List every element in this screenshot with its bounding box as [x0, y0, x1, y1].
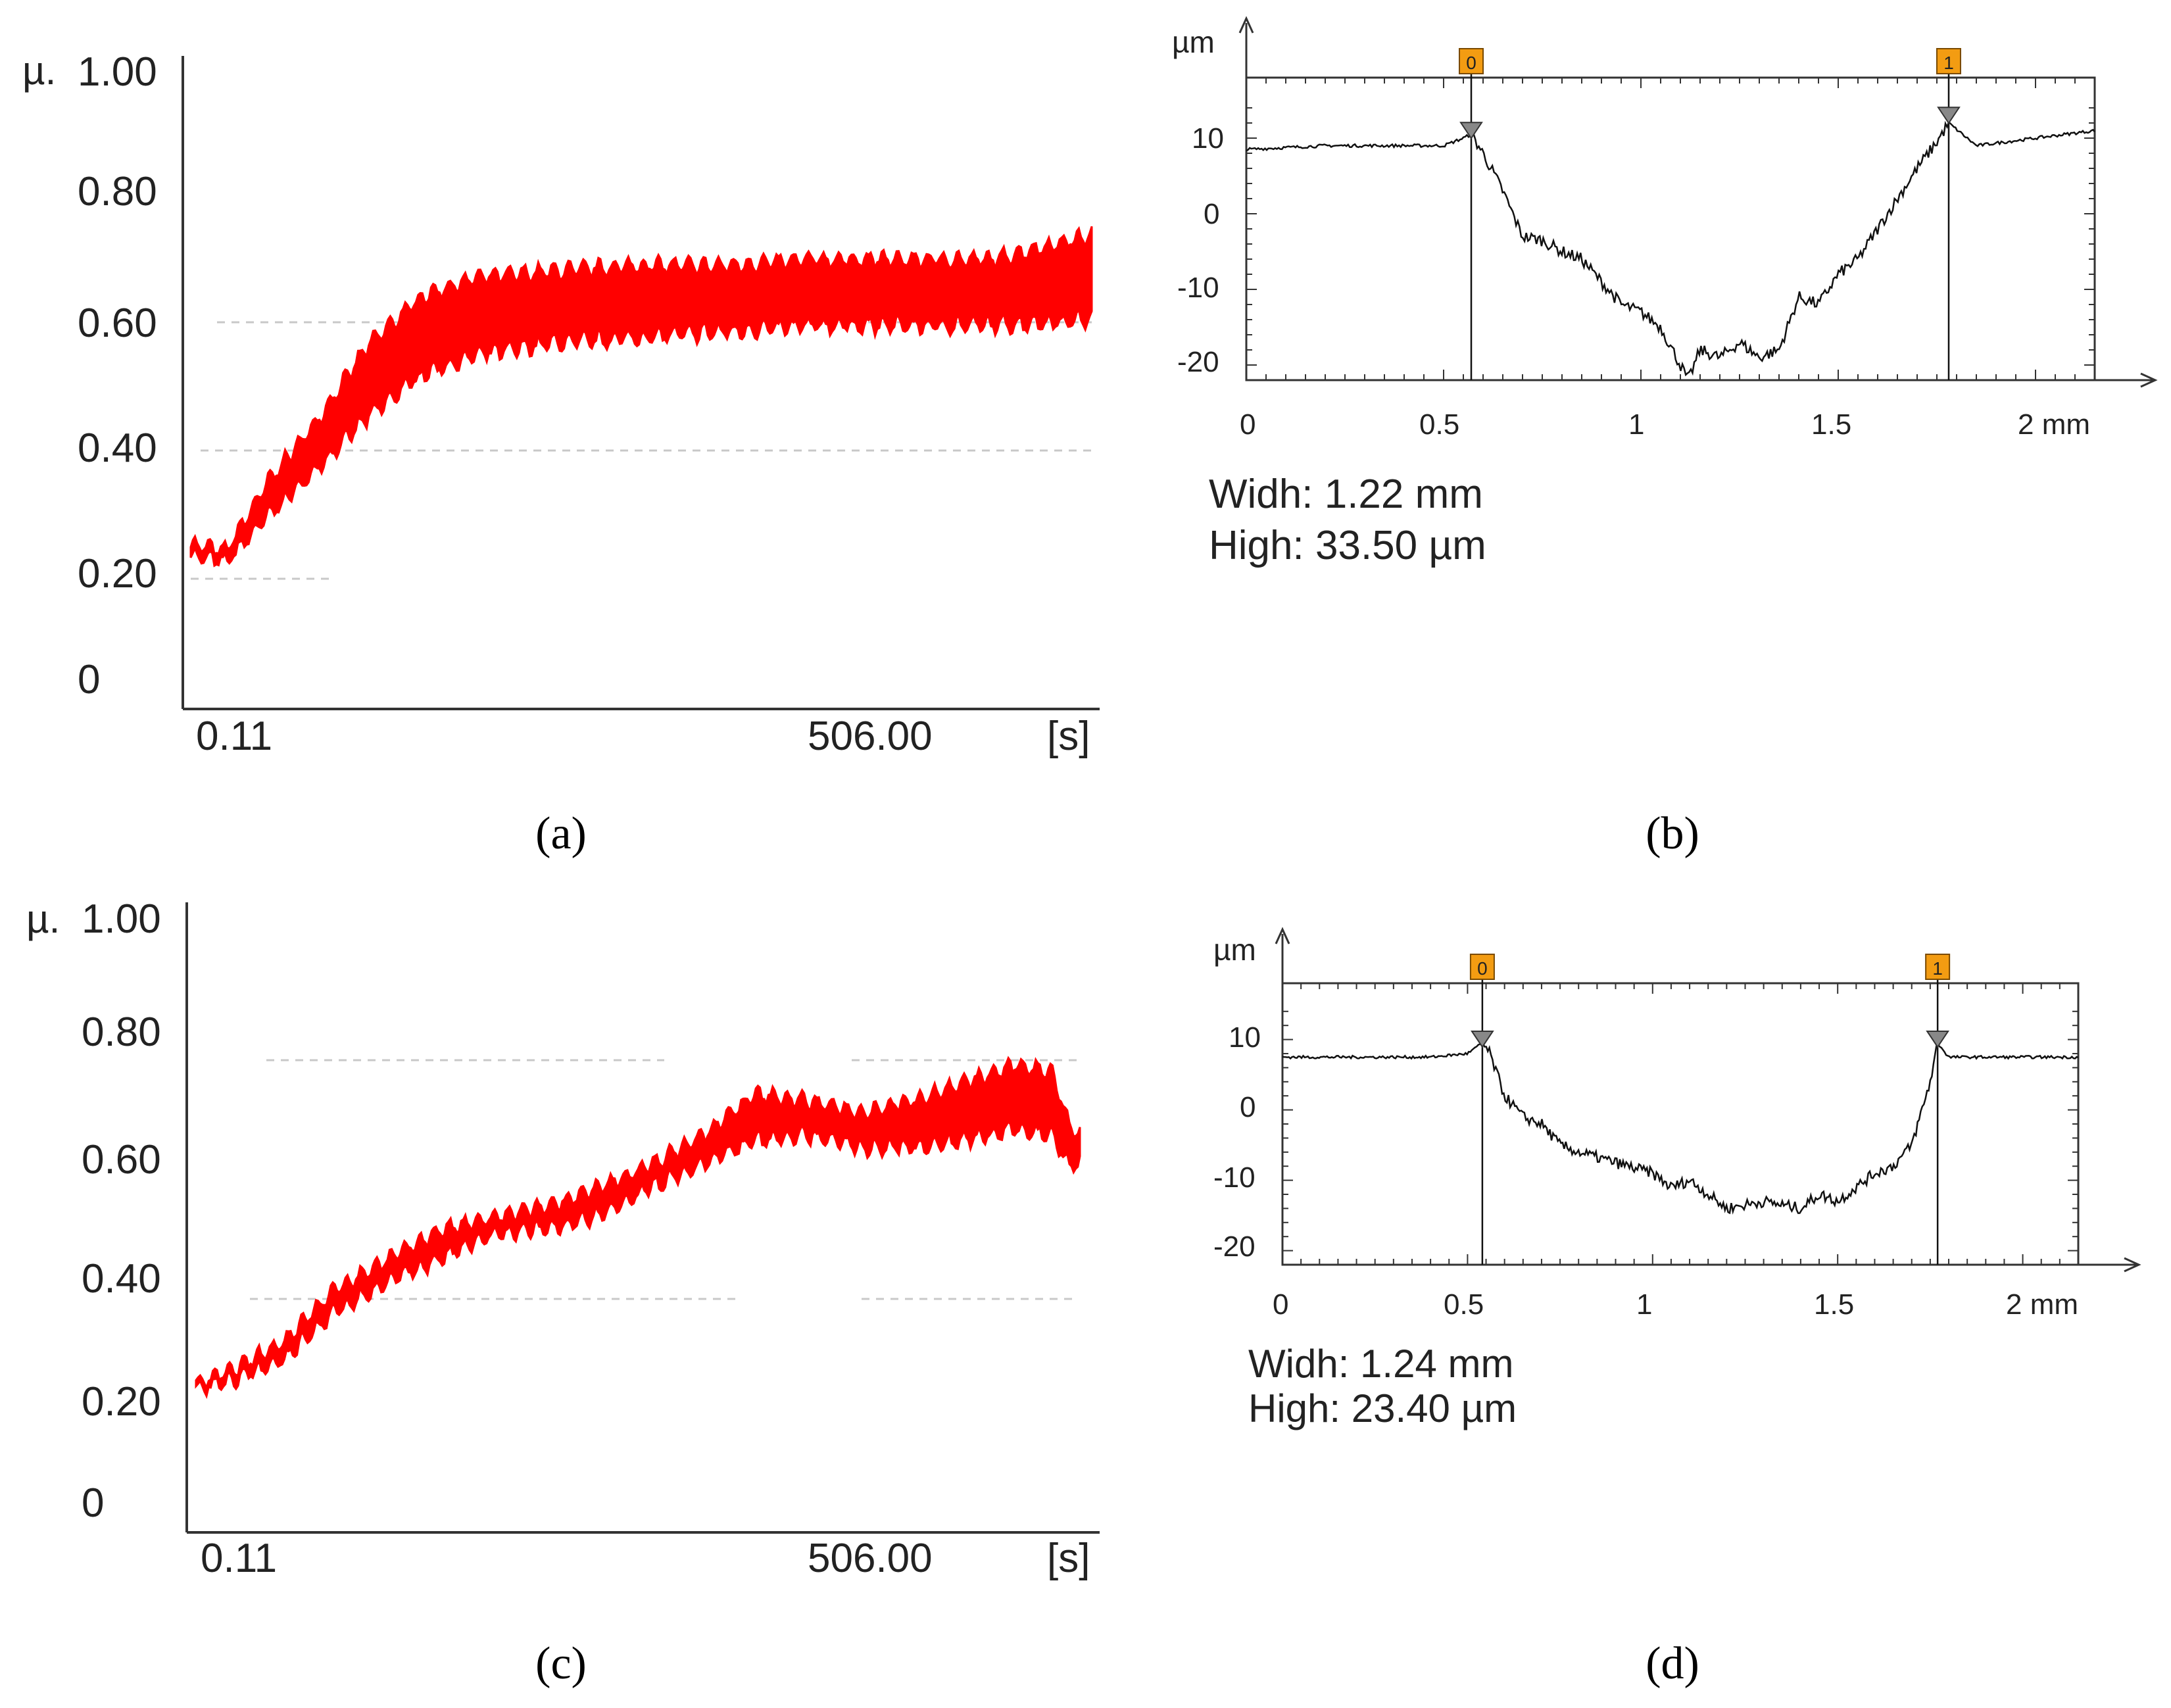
- friction-chart-a: µ. 1.00 0.80 0.60 0.40 0.20 0 0.11 506.0…: [22, 49, 1100, 759]
- tick-marks: [1282, 983, 2079, 1265]
- x-tick-label: 1.5: [1811, 408, 1851, 441]
- x-tick-label: 2 mm: [2018, 408, 2090, 441]
- x-tick-label: 0.5: [1419, 408, 1459, 441]
- y-tick-label: 0: [78, 657, 100, 702]
- y-tick-label: 0.20: [82, 1379, 161, 1425]
- x-tick-label: 1: [1636, 1288, 1652, 1321]
- marker-label: 1: [1932, 958, 1943, 979]
- y-tick-label: 0: [1204, 198, 1219, 230]
- marker-triangle: [1459, 122, 1483, 140]
- plot-frame: [1281, 982, 2080, 1266]
- plot-frame: [1245, 76, 2096, 381]
- marker-badge: [1925, 954, 1951, 980]
- x-tick-label: 1.5: [1814, 1288, 1854, 1321]
- x-arrow-head: [2124, 1257, 2141, 1273]
- y-tick-label: 0.20: [78, 551, 157, 597]
- x-tick-label: 1: [1628, 408, 1644, 441]
- width-annotation: Widh: 1.24 mm: [1248, 1342, 1513, 1386]
- y-tick-label: 0.40: [78, 426, 157, 471]
- tick-marks: [1246, 78, 2095, 380]
- y-unit-label: µm: [1172, 25, 1215, 59]
- x-end-label: 506.00: [808, 714, 933, 759]
- profile-line: [1246, 120, 2095, 377]
- x-unit-label: [s]: [1047, 714, 1090, 759]
- caption-c: (c): [535, 1638, 587, 1689]
- marker-triangle: [1937, 107, 1961, 125]
- friction-series-a: [189, 226, 1093, 568]
- y-arrow-head: [1238, 16, 1254, 34]
- x-end-label: 506.00: [808, 1536, 933, 1581]
- x-tick-label: 2 mm: [2006, 1288, 2078, 1321]
- width-annotation: Widh: 1.22 mm: [1209, 472, 1483, 517]
- friction-band: [189, 226, 1093, 568]
- y-tick-label: 1.00: [78, 49, 157, 95]
- x-unit-label: [s]: [1047, 1536, 1090, 1581]
- marker-triangle: [1471, 1030, 1494, 1048]
- y-axis-label: µ.: [26, 897, 60, 941]
- friction-chart-c: µ. 1.00 0.80 0.60 0.40 0.20 0 0.11 506.0…: [26, 896, 1100, 1581]
- y-tick-label: -20: [1213, 1231, 1256, 1263]
- y-tick-label: 0.80: [78, 169, 157, 214]
- x-tick-label: 0: [1273, 1288, 1288, 1321]
- caption-a: (a): [535, 808, 587, 859]
- height-annotation: High: 33.50 µm: [1209, 523, 1486, 568]
- y-tick-label: 0: [1240, 1091, 1256, 1123]
- y-tick-label: -20: [1177, 346, 1219, 378]
- x-tick-label: 0.5: [1444, 1288, 1484, 1321]
- y-tick-label: 0.40: [82, 1256, 161, 1302]
- marker-badge: [1936, 48, 1961, 74]
- y-tick-label: 10: [1229, 1021, 1261, 1054]
- y-tick-label: -10: [1213, 1161, 1256, 1194]
- friction-band: [195, 1056, 1081, 1400]
- y-tick-label: 0.60: [82, 1137, 161, 1183]
- profile-line: [1282, 1042, 2079, 1215]
- height-annotation: High: 23.40 µm: [1248, 1386, 1517, 1430]
- x-start-label: 0.11: [196, 714, 272, 759]
- y-tick-label: 10: [1192, 122, 1224, 155]
- marker-badge: [1469, 954, 1495, 980]
- x-arrow-head: [2140, 372, 2158, 388]
- marker-label: 0: [1477, 958, 1488, 979]
- y-unit-label: µm: [1213, 933, 1256, 967]
- y-tick-label: 0.80: [82, 1010, 161, 1055]
- y-arrow-head: [1275, 927, 1290, 944]
- marker-label: 0: [1466, 53, 1476, 73]
- x-start-label: 0.11: [201, 1536, 277, 1581]
- marker-badge: [1459, 48, 1484, 74]
- marker-label: 1: [1943, 53, 1954, 73]
- y-tick-label: 0: [82, 1480, 104, 1526]
- y-axis-label: µ.: [22, 49, 56, 93]
- dashed-gridlines: [250, 1059, 1079, 1300]
- y-tick-label: -10: [1177, 272, 1219, 304]
- friction-series-c: [195, 1056, 1081, 1400]
- caption-b: (b): [1646, 808, 1699, 859]
- x-tick-label: 0: [1240, 408, 1256, 441]
- caption-d: (d): [1646, 1638, 1699, 1689]
- marker-triangle: [1926, 1030, 1950, 1048]
- y-tick-label: 1.00: [82, 896, 161, 942]
- y-tick-label: 0.60: [78, 301, 157, 346]
